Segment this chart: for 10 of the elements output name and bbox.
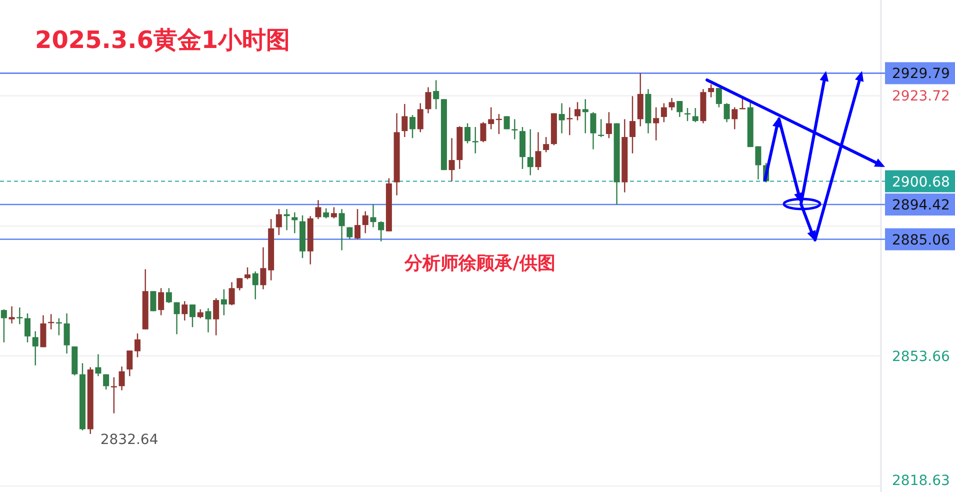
ref-line-label: 2900.68 [892, 174, 950, 190]
annotation: 分析师徐顾承/供图 [404, 253, 556, 274]
y-tick-label: 2818.63 [892, 473, 950, 489]
text: 2025.3.6黄金1小时图 [35, 26, 290, 54]
y-tick-label: 2923.72 [892, 88, 950, 105]
ref-line-label: 2885.06 [892, 232, 950, 248]
y-tick-label: 2853.66 [892, 348, 950, 365]
ref-line-label: 2929.79 [892, 66, 950, 82]
annotation: 2832.64 [100, 432, 158, 448]
ref-line-label: 2894.42 [892, 198, 950, 214]
